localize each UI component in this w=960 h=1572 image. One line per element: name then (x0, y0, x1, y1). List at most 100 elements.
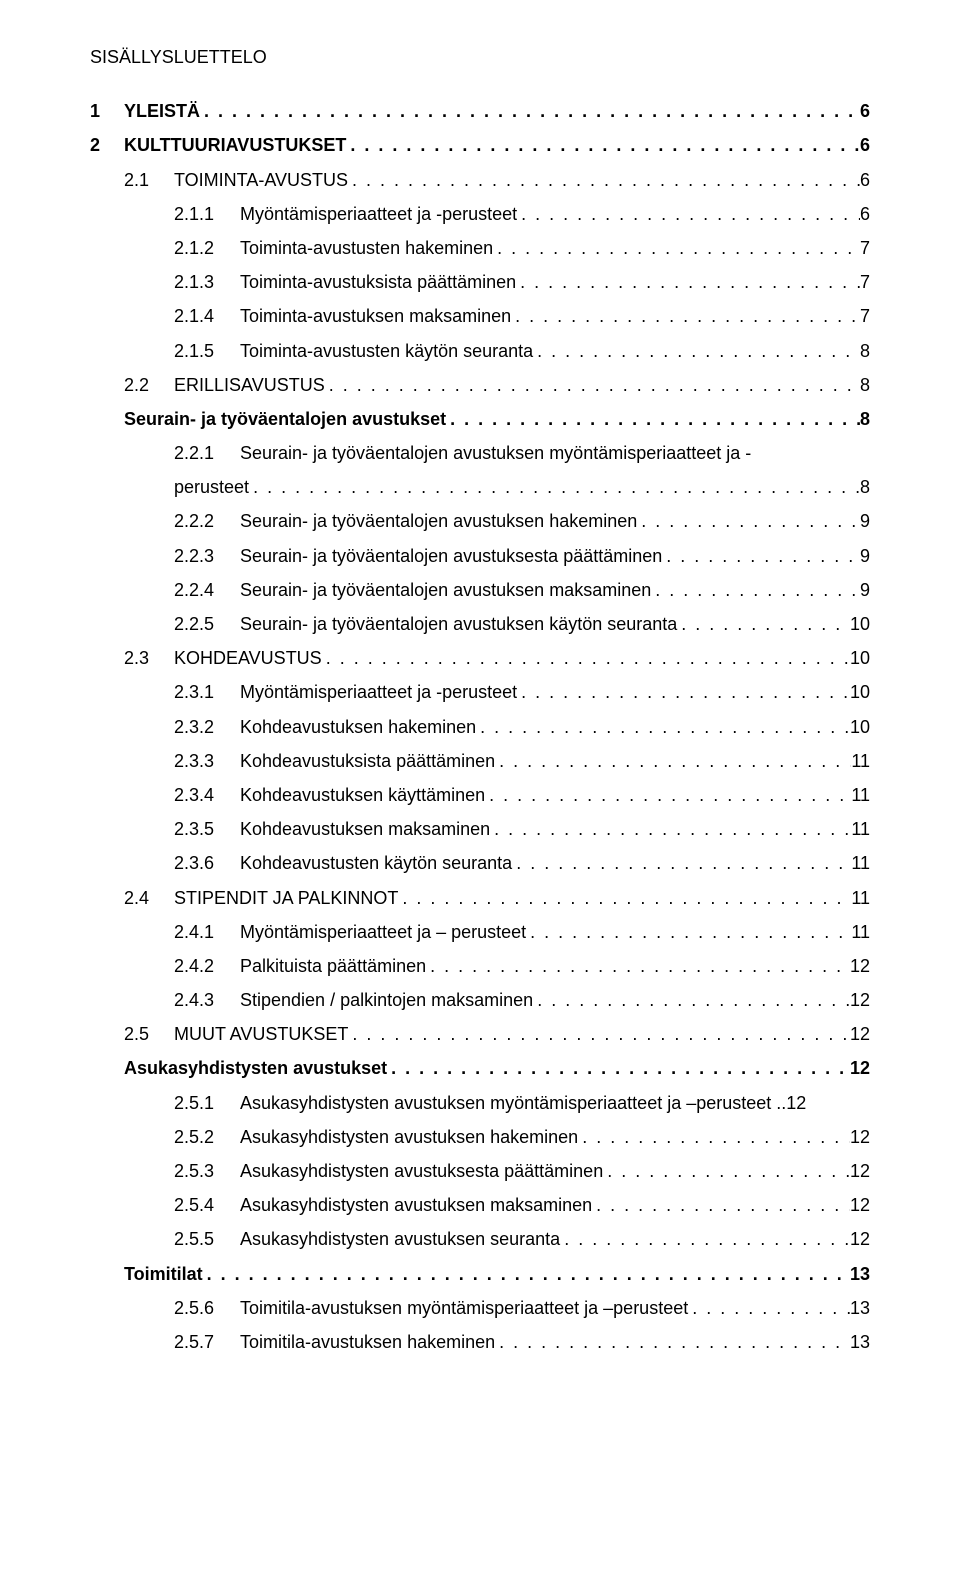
toc-number: 2.3.1 (174, 675, 240, 709)
toc-page: 12 (850, 983, 870, 1017)
toc-page: 13 (850, 1291, 870, 1325)
toc-label: Toiminta-avustuksen maksaminen (240, 299, 511, 333)
toc-page: 13 (850, 1257, 870, 1291)
toc-leader-dots: . . . . . . . . . . . . . . . . . . . . … (348, 163, 860, 197)
toc-page: 10 (850, 675, 870, 709)
toc-page: 6 (860, 128, 870, 162)
toc-entry: 2.5.5Asukasyhdistysten avustuksen seuran… (90, 1222, 870, 1256)
toc-leader-dots: . . . . . . . . . . . . . . . . . . . . … (603, 1154, 850, 1188)
toc-entry: 2.4STIPENDIT JA PALKINNOT. . . . . . . .… (90, 881, 870, 915)
toc-label: Palkituista päättäminen (240, 949, 426, 983)
toc-label: KULTTUURIAVUSTUKSET (124, 128, 346, 162)
toc-number: 2.4 (124, 881, 174, 915)
toc-label: Kohdeavustuksen käyttäminen (240, 778, 485, 812)
toc-page: 12 (850, 1051, 870, 1085)
toc-leader-dots: . . . . . . . . . . . . . . . . . . . . … (526, 915, 851, 949)
toc-entry: 2.5.2Asukasyhdistysten avustuksen hakemi… (90, 1120, 870, 1154)
toc-page: 10 (850, 607, 870, 641)
toc-entry: 2.3.2Kohdeavustuksen hakeminen. . . . . … (90, 710, 870, 744)
toc-page: 11 (851, 744, 870, 778)
toc-entry: 2.5.3Asukasyhdistysten avustuksesta päät… (90, 1154, 870, 1188)
toc-number: 2.5 (124, 1017, 174, 1051)
toc-number: 2.5.1 (174, 1086, 240, 1120)
toc-leader-dots: . . . . . . . . . . . . . . . . . . . . … (517, 675, 850, 709)
toc-number: 2.4.3 (174, 983, 240, 1017)
toc-number: 2.5.5 (174, 1222, 240, 1256)
toc-page: 9 (860, 504, 870, 538)
toc-page: 11 (851, 778, 870, 812)
toc-number: 2.2 (124, 368, 174, 402)
toc-label: Asukasyhdistysten avustuksen hakeminen (240, 1120, 578, 1154)
toc-entry: 2.3.4Kohdeavustuksen käyttäminen. . . . … (90, 778, 870, 812)
toc-label: Kohdeavustuksen hakeminen (240, 710, 476, 744)
toc-number: 2 (90, 128, 124, 162)
toc-entry: 2.1.5Toiminta-avustusten käytön seuranta… (90, 334, 870, 368)
toc-number: 2.3.2 (174, 710, 240, 744)
toc-entry: 2.4.3Stipendien / palkintojen maksaminen… (90, 983, 870, 1017)
toc-label: Asukasyhdistysten avustuksen myöntämispe… (240, 1086, 786, 1120)
toc-number: 2.5.6 (174, 1291, 240, 1325)
toc-leader-dots: . . . . . . . . . . . . . . . . . . . . … (560, 1222, 850, 1256)
toc-leader-dots: . . . . . . . . . . . . . . . . . . . . … (485, 778, 851, 812)
toc-page: 12 (850, 1154, 870, 1188)
toc-label: Toimitila-avustuksen hakeminen (240, 1325, 495, 1359)
toc-entry: 1YLEISTÄ. . . . . . . . . . . . . . . . … (90, 94, 870, 128)
toc-page: 11 (851, 881, 870, 915)
toc-entry: 2.2ERILLISAVUSTUS. . . . . . . . . . . .… (90, 368, 870, 402)
toc-number: 2.2.3 (174, 539, 240, 573)
toc-entry: Toimitilat. . . . . . . . . . . . . . . … (90, 1257, 870, 1291)
toc-entry: 2.5MUUT AVUSTUKSET. . . . . . . . . . . … (90, 1017, 870, 1051)
toc-leader-dots: . . . . . . . . . . . . . . . . . . . . … (516, 265, 860, 299)
toc-label: Seurain- ja työväentalojen avustuksen kä… (240, 607, 677, 641)
toc-page: 8 (860, 470, 870, 504)
toc-label: perusteet (174, 470, 249, 504)
toc-number: 2.3.5 (174, 812, 240, 846)
toc-label: Toiminta-avustuksista päättäminen (240, 265, 516, 299)
toc-label: ERILLISAVUSTUS (174, 368, 325, 402)
toc-page: 12 (850, 949, 870, 983)
toc-leader-dots: . . . . . . . . . . . . . . . . . . . . … (490, 812, 851, 846)
toc-number: 2.1.5 (174, 334, 240, 368)
toc-label: Stipendien / palkintojen maksaminen (240, 983, 533, 1017)
toc-number: 2.3.3 (174, 744, 240, 778)
toc-entry: 2.3.3Kohdeavustuksista päättäminen. . . … (90, 744, 870, 778)
toc-label: Toimitila-avustuksen myöntämisperiaattee… (240, 1291, 688, 1325)
toc-page: 6 (860, 163, 870, 197)
toc-page: 11 (851, 915, 870, 949)
toc-number: 2.3 (124, 641, 174, 675)
page-container: SISÄLLYSLUETTELO 1YLEISTÄ. . . . . . . .… (0, 0, 960, 1572)
toc-entry: 2.1.4Toiminta-avustuksen maksaminen. . .… (90, 299, 870, 333)
toc-page: 8 (860, 334, 870, 368)
toc-leader-dots: . . . . . . . . . . . . . . . . . . . . … (512, 846, 851, 880)
toc-entry: 2.1.3Toiminta-avustuksista päättäminen. … (90, 265, 870, 299)
toc-entry: 2.3.5Kohdeavustuksen maksaminen. . . . .… (90, 812, 870, 846)
toc-label: Seurain- ja työväentalojen avustukset (124, 402, 446, 436)
toc-leader-dots: . . . . . . . . . . . . . . . . . . . . … (511, 299, 860, 333)
toc-leader-dots: . . . . . . . . . . . . . . . . . . . . … (495, 744, 851, 778)
toc-leader-dots: . . . . . . . . . . . . . . . . . . . . … (578, 1120, 850, 1154)
toc-label: Kohdeavustuksen maksaminen (240, 812, 490, 846)
toc-number: 2.2.2 (174, 504, 240, 538)
toc-label: Toiminta-avustusten käytön seuranta (240, 334, 533, 368)
toc-entry: 2.2.5Seurain- ja työväentalojen avustuks… (90, 607, 870, 641)
toc-number: 2.2.4 (174, 573, 240, 607)
toc-page: 6 (860, 197, 870, 231)
toc-entry: 2KULTTUURIAVUSTUKSET. . . . . . . . . . … (90, 128, 870, 162)
toc-leader-dots: . . . . . . . . . . . . . . . . . . . . … (322, 641, 850, 675)
toc-page: 9 (860, 573, 870, 607)
toc-entry-wrap-second: perusteet. . . . . . . . . . . . . . . .… (90, 470, 870, 504)
toc-number: 2.5.3 (174, 1154, 240, 1188)
toc-label: Seurain- ja työväentalojen avustuksesta … (240, 539, 662, 573)
toc-entry: 2.3KOHDEAVUSTUS. . . . . . . . . . . . .… (90, 641, 870, 675)
toc-page: 11 (851, 846, 870, 880)
toc-number: 2.5.4 (174, 1188, 240, 1222)
toc-label: KOHDEAVUSTUS (174, 641, 322, 675)
toc-number: 2.1.4 (174, 299, 240, 333)
toc-number: 2.4.2 (174, 949, 240, 983)
toc-page: 12 (786, 1086, 806, 1120)
toc-number: 1 (90, 94, 124, 128)
toc-entry: 2.5.1Asukasyhdistysten avustuksen myöntä… (90, 1086, 870, 1120)
toc-number: 2.3.6 (174, 846, 240, 880)
toc-entry: Asukasyhdistysten avustukset. . . . . . … (90, 1051, 870, 1085)
toc-number: 2.1.1 (174, 197, 240, 231)
